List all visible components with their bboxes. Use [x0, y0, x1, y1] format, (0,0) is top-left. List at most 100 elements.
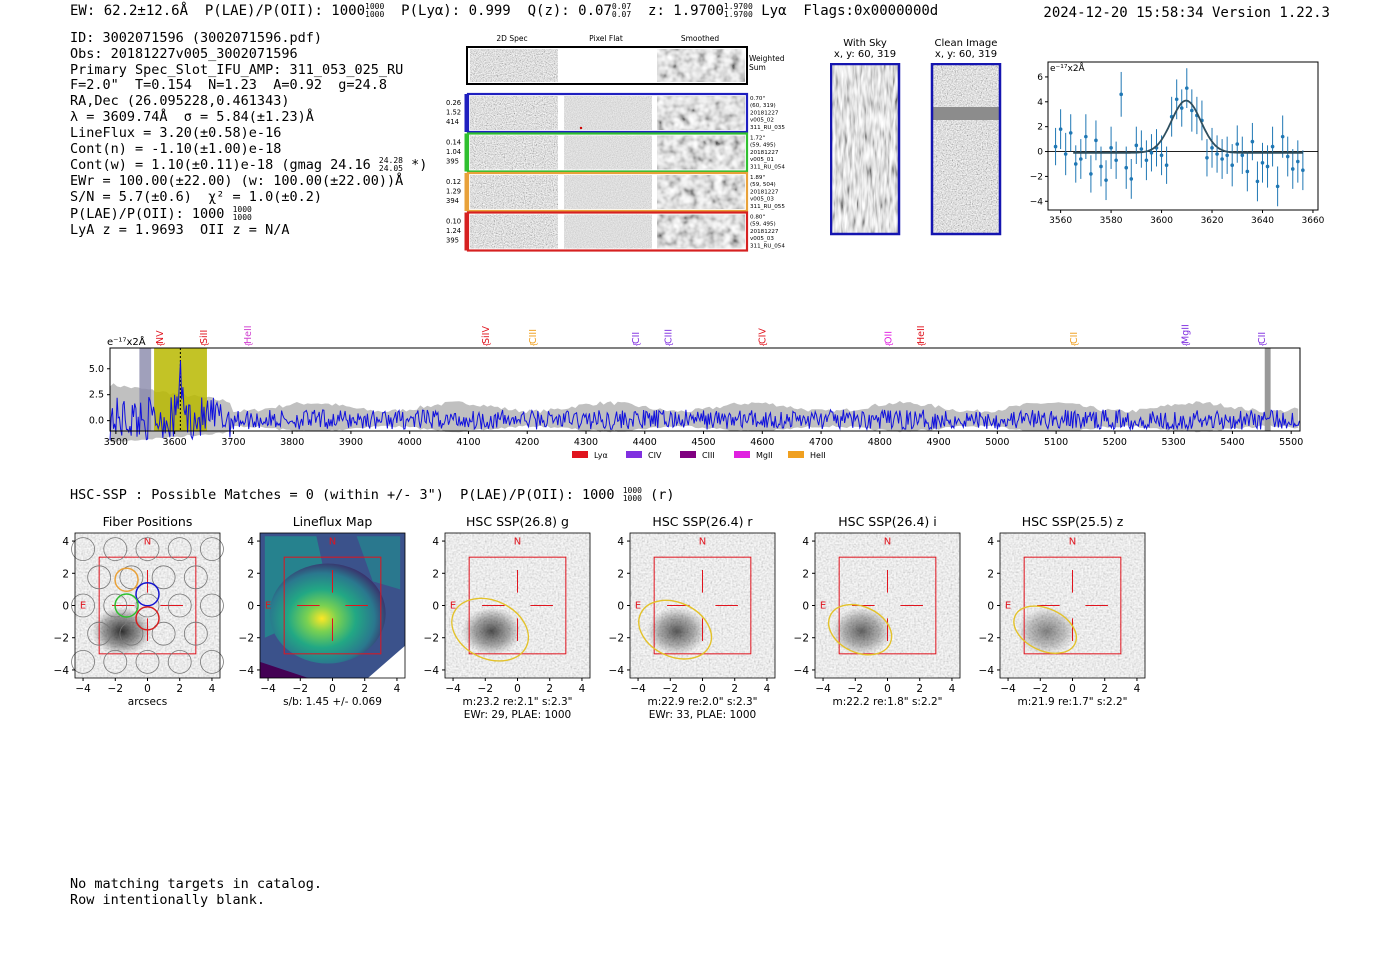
spectrum-legend-item: MgII — [734, 451, 773, 460]
panel-ytick-label: −4 — [979, 665, 995, 677]
info-ewr: EWr = 100.00(±22.00) (w: 100.00(±22.00))… — [70, 173, 404, 190]
spectrum-xtick-label: 5200 — [1103, 437, 1127, 448]
cutout-smoothed — [657, 175, 745, 209]
info-plae-text: P(LAE)/P(OII): 1000 — [70, 205, 225, 222]
panel-xtick-label: 2 — [546, 683, 553, 695]
fiber-circle — [151, 565, 176, 590]
weighted-sum-2dspec — [470, 49, 558, 82]
info-plae: P(LAE)/P(OII): 1000 1000 1000 — [70, 205, 427, 223]
fit-ytick-label: 6 — [1037, 73, 1043, 83]
panel-caption: m:22.9 re:2.0" s:2.3" — [648, 696, 758, 708]
header-z-den: 1.9700 — [723, 10, 753, 19]
imaging-panel: Lineflux Map N E −4 −4 −2 −2 0 0 2 2 4 4 s/b: 1.45 +/… — [239, 514, 406, 708]
fit-point — [1144, 158, 1149, 163]
galaxy-blob — [1016, 607, 1077, 656]
cutout-row-frame — [466, 171, 749, 213]
fiber-circle — [167, 537, 192, 562]
legend-label: CIV — [648, 451, 662, 460]
line-marker-label: SiII — [199, 330, 210, 344]
line-marker: NV{ — [155, 330, 166, 347]
panel-caption: m:21.9 re:1.7" s:2.2" — [1018, 696, 1128, 708]
panel-ytick-label: −2 — [979, 633, 994, 645]
fit-ylabel: e⁻¹⁷x2Å — [1050, 62, 1086, 74]
aperture-box — [838, 556, 937, 655]
header-z: z: 1.9700 — [648, 3, 724, 19]
cutout-row-frame — [466, 132, 749, 173]
info-lineflux: LineFlux = 3.20(±0.58)e-16 — [70, 124, 282, 141]
header-plae-num: 1000 — [365, 2, 385, 11]
cutout-left-label: 1.29 — [446, 188, 461, 196]
fit-point — [1073, 162, 1078, 166]
line-marker: SiIV{ — [481, 326, 492, 347]
north-label: N — [699, 536, 706, 547]
panel-ytick-label: 4 — [247, 536, 254, 548]
panel-ytick-label: 4 — [432, 536, 439, 548]
hsc-frac-num: 1000 — [622, 486, 642, 495]
panel-title: Lineflux Map — [293, 514, 373, 529]
fit-point — [1174, 97, 1179, 102]
panel-ytick-label: −4 — [239, 665, 255, 677]
panel-ytick-label: 2 — [62, 568, 69, 580]
imaging-panel: Fiber Positions N E −4 −4 −2 −2 0 0 2 2 4 4 arcsecs — [54, 514, 224, 708]
cutout-row-frame — [466, 92, 749, 134]
fit-ytick-label: 2 — [1037, 123, 1043, 133]
fit-ytick-label: 0 — [1037, 148, 1043, 158]
info-contw-post: *) — [411, 157, 428, 174]
line-marker: CIII{ — [528, 329, 539, 347]
line-marker-label: CII — [1257, 332, 1268, 344]
cutout-right-label: 311_RU_054 — [750, 164, 785, 170]
with-sky-title: With Sky x, y: 60, 319 — [830, 38, 900, 60]
with-sky-image — [832, 65, 898, 233]
with-sky-coords: x, y: 60, 319 — [833, 49, 897, 60]
panel-xtick-label: 2 — [1101, 683, 1108, 695]
cutout-smoothed — [657, 214, 745, 249]
cutout-left-label: 0.26 — [446, 99, 461, 107]
line-marker-brace: { — [482, 342, 491, 347]
fit-point — [1301, 168, 1305, 173]
line-marker-label: OII — [884, 331, 895, 344]
info-contw-text: Cont(w) = 1.10(±0.11)e-18 (gmag 24.16 — [70, 157, 371, 174]
pixel-flat-defect — [579, 126, 583, 130]
fiber-circle — [167, 593, 192, 618]
panel-title: HSC SSP(26.4) i — [838, 514, 936, 529]
fit-point — [1220, 157, 1224, 161]
fit-point — [1129, 177, 1134, 181]
cutout-left-label: 395 — [446, 158, 459, 166]
fit-point — [1260, 160, 1265, 165]
spectrum-legend-item: HeII — [788, 451, 826, 460]
spectrum-xtick-label: 3700 — [221, 437, 245, 448]
cutout-smoothed — [657, 135, 745, 170]
fit-point — [1109, 146, 1113, 150]
cutout-left-label: 0.14 — [446, 139, 461, 147]
panel-xtick-label: −4 — [630, 683, 646, 695]
panel-ytick-label: 2 — [617, 568, 624, 580]
east-label: E — [265, 601, 271, 612]
panel-title: HSC SSP(26.8) g — [466, 514, 569, 529]
line-marker-label: HeII — [916, 325, 927, 344]
fit-point — [1290, 167, 1295, 171]
spectrum-legend-item: CIV — [626, 451, 662, 460]
cutout-right-label: (59, 495) — [750, 222, 776, 228]
fiber-circle — [135, 537, 160, 562]
legend-label: MgII — [756, 451, 773, 460]
fit-xtick-label: 3580 — [1100, 216, 1123, 226]
aperture-box — [98, 556, 197, 655]
panel-xtick-label: 2 — [731, 683, 738, 695]
line-marker-label: CIV — [757, 328, 768, 344]
with-sky-title-text: With Sky — [843, 38, 887, 49]
panel-xtick-label: −4 — [75, 683, 91, 695]
panel-ytick-label: 4 — [987, 536, 994, 548]
full-spectrum-chart: e⁻¹⁷x2Å 0.0 2.5 5.0 3500 3600 3700 3800 3900 4000… — [89, 324, 1303, 460]
fit-point — [1190, 108, 1194, 113]
panel-caption: m:22.2 re:1.8" s:2.2" — [833, 696, 943, 708]
panel-title: HSC SSP(25.5) z — [1022, 514, 1124, 529]
north-label: N — [144, 536, 151, 547]
fit-xtick-label: 3640 — [1251, 216, 1274, 226]
panel-ytick-label: 2 — [432, 568, 439, 580]
clean-image-title-text: Clean Image — [934, 38, 998, 49]
header-qz-den: 0.07 — [611, 10, 632, 19]
footer: No matching targets in catalog. Row inte… — [70, 876, 322, 908]
cutout-left-label: 414 — [446, 118, 459, 126]
imaging-panel: HSC SSP(26.4) r N E −4 −4 −2 −2 0 0 2 2 4 4 m:22.9 re… — [609, 514, 776, 721]
lineflux-region — [356, 536, 401, 590]
